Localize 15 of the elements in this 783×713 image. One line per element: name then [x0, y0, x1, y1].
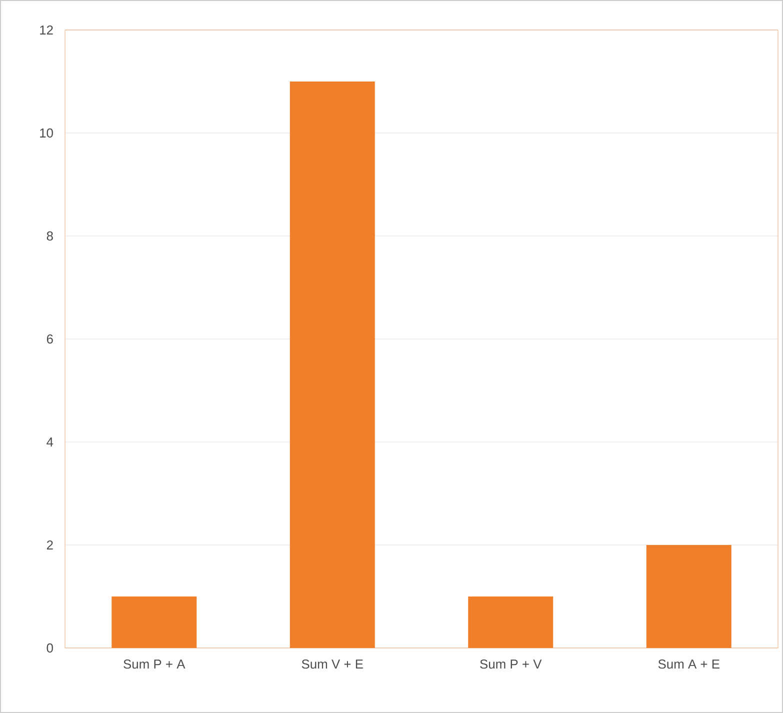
x-tick-label: Sum A + E	[658, 660, 720, 669]
bar	[468, 596, 554, 648]
bar	[112, 596, 197, 648]
y-tick-label: 4	[46, 438, 54, 446]
y-tick-label: 12	[40, 25, 53, 35]
y-tick-label: 0	[46, 643, 53, 653]
y-tick-label: 6	[46, 334, 53, 344]
x-tick-label: Sum V + E	[302, 660, 363, 669]
bar	[646, 544, 732, 648]
y-tick-label: 8	[46, 231, 53, 241]
x-tick-label: Sum P + A	[124, 660, 186, 669]
y-tick-label: 2	[46, 540, 53, 550]
bar	[290, 81, 375, 648]
y-tick-label: 10	[40, 128, 53, 138]
x-tick-label: Sum P + V	[480, 660, 542, 669]
